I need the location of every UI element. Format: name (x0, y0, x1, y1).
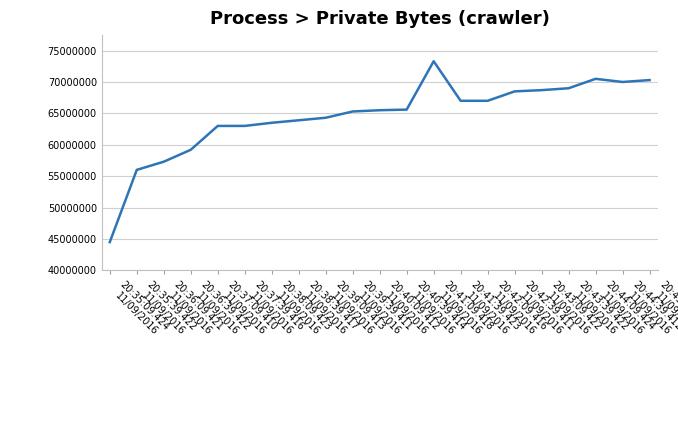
Title: Process > Private Bytes (crawler): Process > Private Bytes (crawler) (210, 10, 550, 28)
